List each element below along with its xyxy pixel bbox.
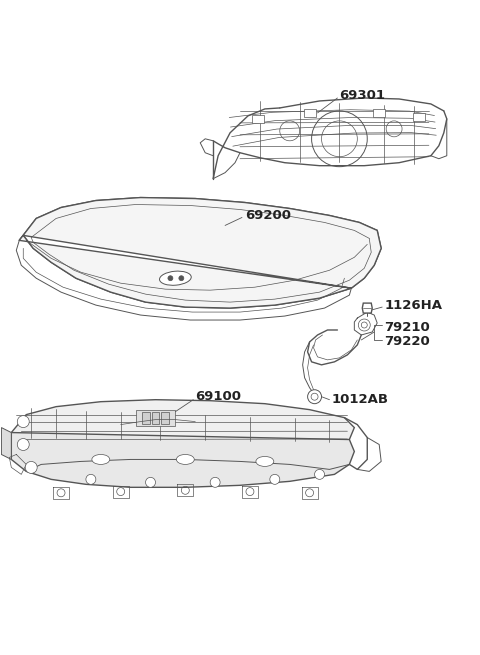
Polygon shape xyxy=(373,109,385,117)
Circle shape xyxy=(168,276,173,281)
Circle shape xyxy=(308,390,322,403)
Ellipse shape xyxy=(176,455,194,464)
Text: 69100: 69100 xyxy=(195,390,241,403)
Polygon shape xyxy=(304,109,315,117)
Polygon shape xyxy=(19,198,381,308)
Circle shape xyxy=(270,474,280,484)
Polygon shape xyxy=(152,411,159,424)
Polygon shape xyxy=(12,432,354,487)
Polygon shape xyxy=(252,115,264,123)
Text: 79220: 79220 xyxy=(384,335,430,348)
Ellipse shape xyxy=(159,271,191,286)
Text: 69301: 69301 xyxy=(339,90,385,102)
Ellipse shape xyxy=(92,455,110,464)
Polygon shape xyxy=(1,428,12,459)
Circle shape xyxy=(145,477,156,487)
Polygon shape xyxy=(12,400,354,447)
Circle shape xyxy=(86,474,96,484)
Text: 79210: 79210 xyxy=(384,322,430,335)
Ellipse shape xyxy=(256,457,274,466)
Circle shape xyxy=(314,470,324,479)
Circle shape xyxy=(25,461,37,474)
Text: 1012AB: 1012AB xyxy=(332,393,388,406)
Polygon shape xyxy=(413,113,425,121)
Text: 1126HA: 1126HA xyxy=(384,299,442,312)
Circle shape xyxy=(210,477,220,487)
Circle shape xyxy=(17,416,29,428)
Polygon shape xyxy=(362,303,372,313)
Polygon shape xyxy=(136,409,175,426)
Text: 69200: 69200 xyxy=(245,209,291,222)
Circle shape xyxy=(179,276,184,281)
Polygon shape xyxy=(161,411,169,424)
Circle shape xyxy=(17,439,29,451)
Polygon shape xyxy=(142,411,150,424)
